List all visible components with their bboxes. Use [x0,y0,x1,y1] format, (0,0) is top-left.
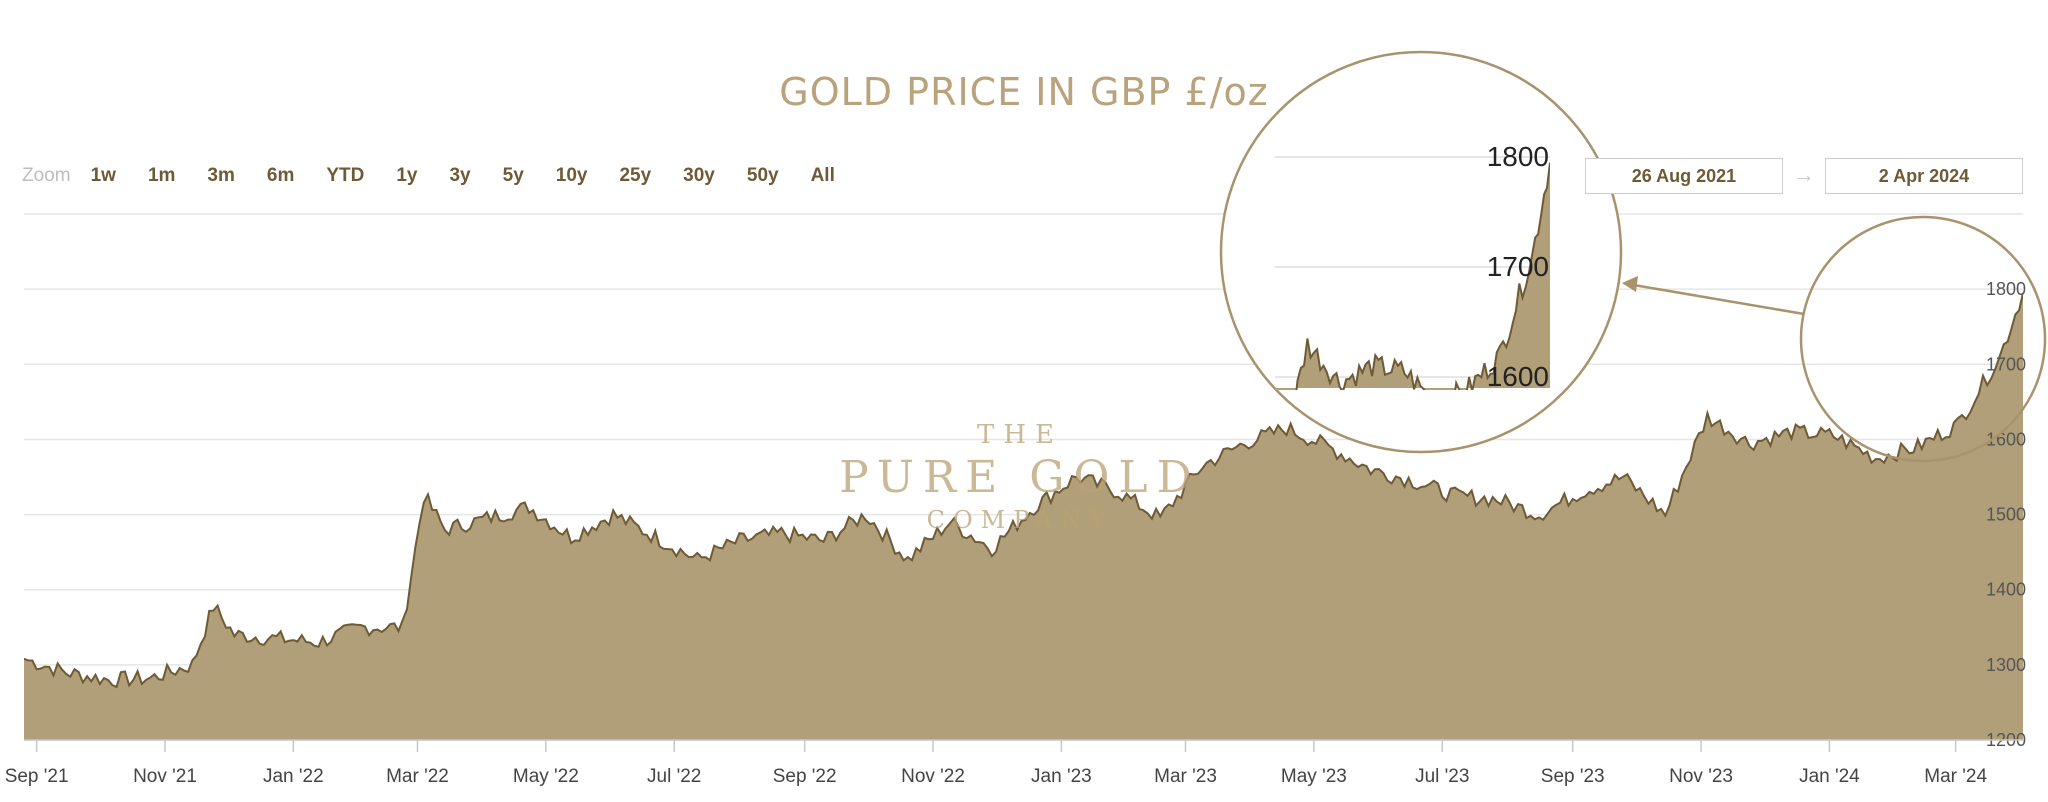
inset-plot [1275,156,1550,390]
zoom-all-button[interactable]: All [810,165,835,186]
range-to-input[interactable]: 2 Apr 2024 [1825,158,2023,194]
x-tick-label: Nov '21 [133,766,197,787]
chart-title: GOLD PRICE IN GBP £/oz [779,70,1269,114]
x-tick-label: Sep '21 [5,766,69,787]
price-line [24,292,2023,689]
y-tick-label: 1700 [1986,354,2026,374]
price-area-fill [24,292,2023,740]
x-tick-label: Jan '23 [1031,766,1092,787]
zoom-bar: Zoom 1w 1m 3m 6m YTD 1y 3y 5y 10y 25y 30… [22,163,867,189]
inset-y-tick-label: 1600 [1487,361,1549,392]
y-tick-label: 1500 [1986,505,2026,525]
range-from-input[interactable]: 26 Aug 2021 [1585,158,1783,194]
x-tick-label: May '22 [513,766,579,787]
inset-y-tick-label: 1700 [1487,251,1549,282]
y-tick-label: 1800 [1986,279,2026,299]
zoom-callout: 1800 1700 1600 [1219,50,2047,463]
x-tick-label: May '23 [1281,766,1347,787]
x-tick-label: Mar '22 [386,766,449,787]
zoom-10y-button[interactable]: 10y [555,165,588,186]
zoom-5y-button[interactable]: 5y [502,165,524,186]
callout-arrow-head-icon [1622,276,1638,292]
zoom-1m-button[interactable]: 1m [147,165,176,186]
x-axis: Sep '21 Nov '21 Jan '22 Mar '22 May '22 Jul '… [5,739,2023,787]
zoom-1w-button[interactable]: 1w [90,165,116,186]
zoom-3y-button[interactable]: 3y [449,165,471,186]
y-tick-label: 1400 [1986,580,2026,600]
x-tick-label: Nov '23 [1669,766,1733,787]
y-tick-label: 1600 [1986,429,2026,449]
callout-arrow-line [1627,282,1805,316]
y-tick-label: 1300 [1986,655,2026,675]
inset-line [1295,162,1550,390]
zoom-1y-button[interactable]: 1y [396,165,418,186]
zoom-label: Zoom [22,165,71,186]
x-tick-label: Mar '23 [1154,766,1217,787]
x-tick-label: Sep '22 [773,766,837,787]
x-tick-label: Jan '24 [1799,766,1860,787]
zoom-ytd-button[interactable]: YTD [326,165,365,186]
x-tick-label: Nov '22 [901,766,965,787]
zoom-source-circle [1799,215,2047,463]
inset-y-tick-label: 1800 [1487,141,1549,172]
x-tick-label: Jan '22 [263,766,324,787]
zoom-6m-button[interactable]: 6m [266,165,295,186]
x-tick-label: Jul '22 [647,766,701,787]
x-tick-label: Jul '23 [1415,766,1469,787]
zoom-50y-button[interactable]: 50y [746,165,779,186]
x-tick-label: Mar '24 [1924,766,1987,787]
price-area [24,292,2023,740]
zoom-3m-button[interactable]: 3m [207,165,235,186]
x-tick-label: Sep '23 [1541,766,1605,787]
zoom-25y-button[interactable]: 25y [619,165,652,186]
range-arrow-icon: → [1793,162,1815,187]
zoom-30y-button[interactable]: 30y [683,165,715,186]
